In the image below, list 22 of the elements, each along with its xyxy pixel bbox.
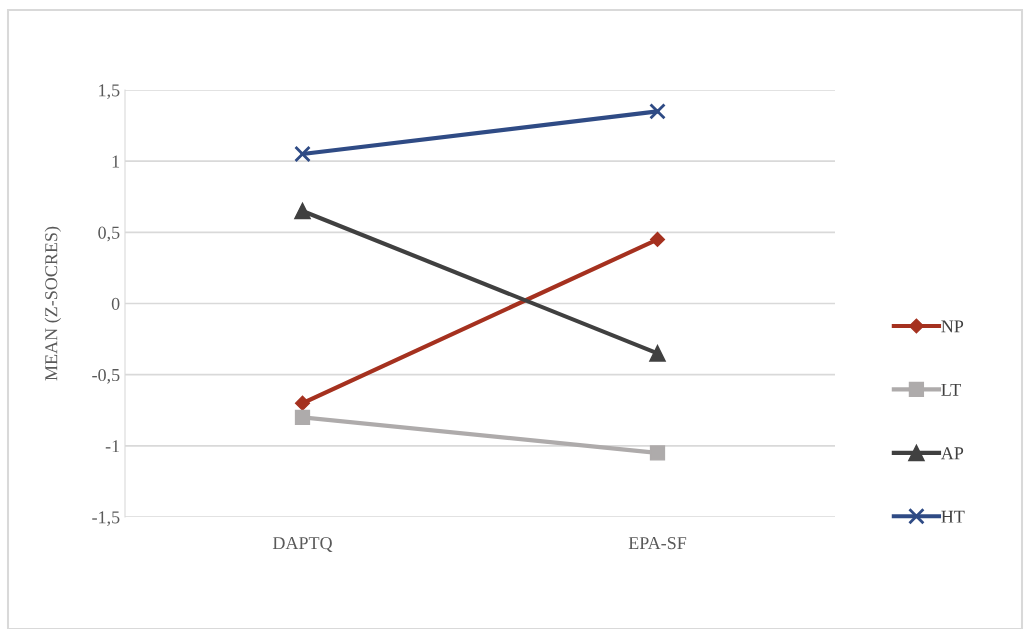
point xyxy=(649,445,666,461)
legend-label: HT xyxy=(941,510,965,523)
x-tick-label: EPA-SF xyxy=(628,537,687,550)
y-tick-label: 0 xyxy=(111,297,120,310)
point xyxy=(649,344,666,362)
point xyxy=(649,231,666,248)
x-tick-label: DAPTQ xyxy=(272,537,333,552)
legend-label: AP xyxy=(940,447,964,460)
y-tick-label: 1 xyxy=(112,155,120,168)
point xyxy=(294,409,311,426)
point xyxy=(294,145,311,163)
y-tick-label: -1,5 xyxy=(92,511,120,527)
y-tick-label: -0,5 xyxy=(92,368,120,384)
point xyxy=(294,202,311,220)
legend-label: LT xyxy=(941,383,961,396)
point xyxy=(649,103,666,120)
legend-label: NP xyxy=(941,320,964,333)
y-tick-label: -1 xyxy=(105,440,120,453)
y-tick-label: 0,5 xyxy=(98,226,120,242)
y-tick-label: 1,5 xyxy=(99,84,120,100)
y-axis-title: MEAN (Z-SOCRES) xyxy=(44,226,61,381)
point xyxy=(294,395,311,411)
